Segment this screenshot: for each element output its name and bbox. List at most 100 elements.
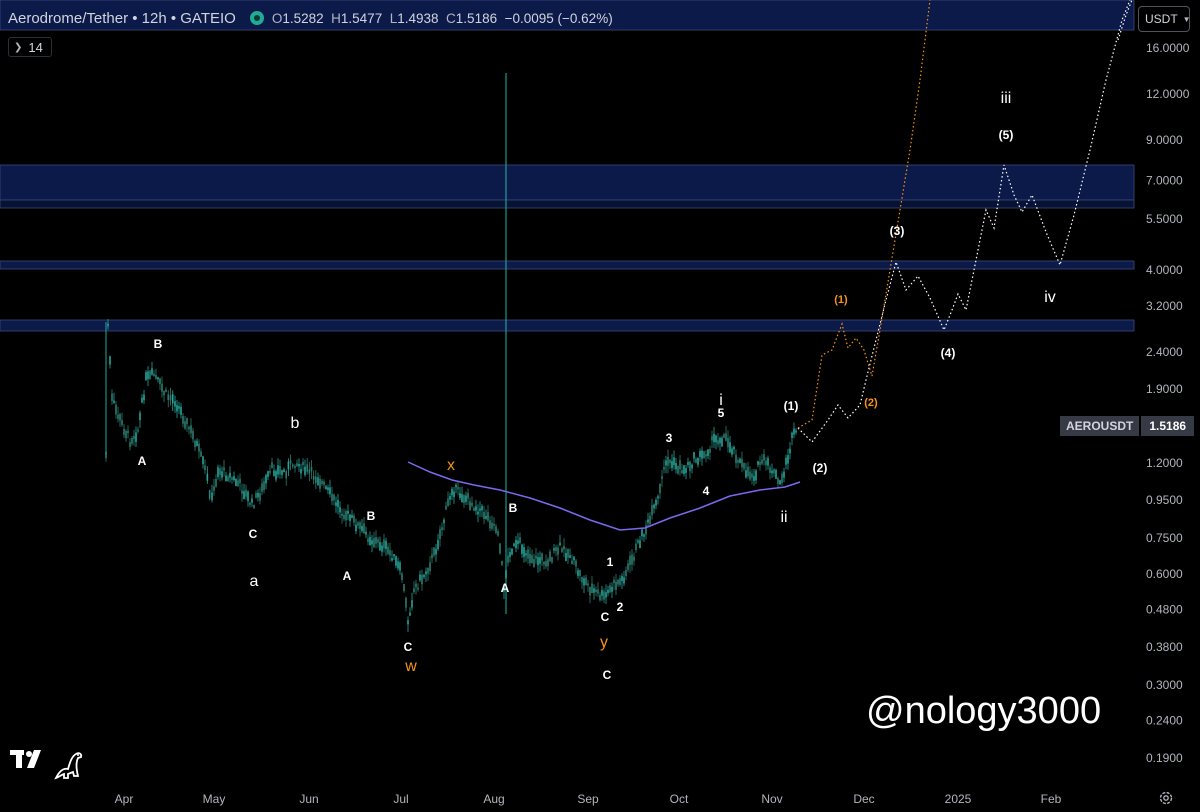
candle-body bbox=[697, 457, 699, 465]
candle-body bbox=[473, 507, 475, 512]
candle-body bbox=[687, 462, 689, 466]
candle-body bbox=[171, 394, 174, 404]
candle-body bbox=[151, 368, 153, 375]
price-zone-band bbox=[0, 164, 1135, 201]
candle-body bbox=[119, 414, 121, 421]
candle-body bbox=[429, 562, 431, 572]
candle-body bbox=[141, 397, 143, 403]
candle-body bbox=[683, 465, 685, 474]
candle-body bbox=[315, 476, 317, 484]
candle-body bbox=[327, 487, 329, 491]
symbol-title[interactable]: Aerodrome/Tether • 12h • GATEIO bbox=[8, 9, 236, 27]
candle-body bbox=[265, 475, 267, 484]
market-status-icon[interactable] bbox=[249, 11, 264, 25]
open-value: 1.5282 bbox=[282, 10, 324, 26]
candle-body bbox=[629, 555, 631, 566]
price-axis[interactable]: 16.0000 12.0000 9.0000 7.0000 5.5000 4.0000 3.… bbox=[1146, 41, 1190, 765]
currency-selector[interactable]: USDT ▼ bbox=[1138, 6, 1191, 32]
candle-body bbox=[749, 471, 751, 480]
candle-body bbox=[399, 562, 401, 571]
price-tick-label: 1.9000 bbox=[1146, 382, 1183, 396]
candle-body bbox=[178, 406, 180, 409]
candle-body bbox=[627, 563, 629, 570]
candle-body bbox=[379, 541, 381, 551]
wave-label: iv bbox=[1044, 289, 1056, 306]
candle-body bbox=[527, 549, 529, 559]
candle-body bbox=[613, 579, 615, 584]
candle-body bbox=[347, 510, 349, 514]
candle-body bbox=[417, 587, 419, 590]
candle-body bbox=[591, 583, 593, 594]
price-tick-label: 4.0000 bbox=[1146, 263, 1183, 277]
candle-body bbox=[363, 523, 365, 534]
candle-body bbox=[294, 465, 296, 469]
wave-label: ii bbox=[780, 509, 787, 526]
candle-body bbox=[633, 556, 635, 561]
candle-body bbox=[655, 499, 657, 506]
candle-body bbox=[699, 451, 701, 457]
tradingview-logo-icon[interactable] bbox=[10, 748, 48, 770]
candle-body bbox=[192, 430, 194, 440]
price-tick-label: 0.7500 bbox=[1146, 531, 1183, 545]
candle-body bbox=[319, 478, 321, 489]
candle-body bbox=[577, 570, 579, 576]
candle-body bbox=[639, 540, 641, 549]
close-label: C bbox=[446, 10, 456, 26]
candle-body bbox=[117, 414, 119, 419]
candle-body bbox=[495, 526, 497, 533]
candle-body bbox=[605, 592, 607, 598]
candle-body bbox=[709, 449, 711, 453]
candle-body bbox=[395, 556, 397, 566]
candle-body bbox=[741, 458, 743, 468]
author-watermark: @nology3000 bbox=[866, 690, 1102, 732]
time-tick-label: Jun bbox=[299, 792, 318, 806]
time-tick-label: Feb bbox=[1041, 792, 1062, 806]
candle-body bbox=[165, 389, 167, 393]
candle-body bbox=[665, 460, 667, 466]
candle-body bbox=[329, 487, 331, 495]
candle-body bbox=[701, 450, 703, 459]
candle-body bbox=[261, 483, 263, 492]
candle-body bbox=[643, 534, 645, 537]
candle-body bbox=[781, 473, 783, 484]
time-tick-label: May bbox=[203, 792, 226, 806]
candle-body bbox=[149, 370, 151, 380]
candle-body bbox=[419, 574, 421, 581]
candle-body bbox=[515, 539, 517, 549]
indicator-toggle-button[interactable]: ❯ 14 bbox=[8, 37, 52, 57]
candle-body bbox=[281, 470, 283, 475]
candle-body bbox=[607, 589, 609, 594]
gear-icon[interactable] bbox=[1158, 790, 1174, 806]
candle-body bbox=[435, 548, 437, 555]
candle-body bbox=[345, 510, 347, 521]
candle-body bbox=[123, 428, 125, 435]
candle-body bbox=[663, 467, 665, 470]
candle-body bbox=[615, 581, 617, 590]
candle-body bbox=[331, 493, 333, 502]
candle-body bbox=[131, 438, 133, 444]
candle-body bbox=[253, 505, 255, 508]
candle-body bbox=[569, 555, 571, 559]
candle-body bbox=[371, 540, 373, 545]
candle-body bbox=[213, 486, 215, 491]
candle-body bbox=[509, 552, 511, 557]
change-value: −0.0095 (−0.62%) bbox=[504, 10, 613, 26]
candle-body bbox=[491, 522, 493, 529]
candle-body bbox=[125, 430, 127, 439]
wave-label: A bbox=[138, 454, 147, 468]
candle-body bbox=[725, 433, 727, 441]
candle-body bbox=[659, 483, 661, 494]
candle-body bbox=[731, 448, 733, 455]
candle-body bbox=[707, 449, 709, 457]
candle-body bbox=[625, 570, 627, 576]
time-axis[interactable]: Apr May Jun Jul Aug Sep Oct Nov Dec 2025 Feb bbox=[115, 792, 1062, 806]
resistance-zones bbox=[0, 0, 1135, 332]
candle-body bbox=[300, 469, 302, 474]
candle-body bbox=[367, 538, 369, 542]
candle-body bbox=[481, 506, 483, 511]
dino-icon[interactable] bbox=[54, 748, 84, 780]
close-value: 1.5186 bbox=[455, 10, 498, 26]
candle-body bbox=[401, 573, 403, 580]
candle-body bbox=[161, 383, 163, 392]
